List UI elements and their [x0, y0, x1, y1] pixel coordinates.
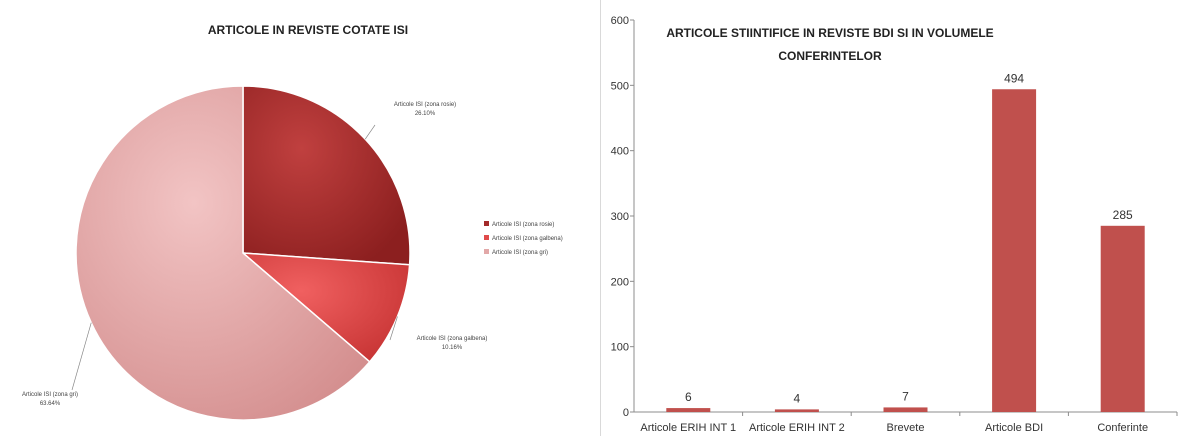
bar-2	[774, 409, 819, 412]
pie-chart: ARTICOLE IN REVISTE COTATE ISI Articole …	[22, 23, 563, 421]
y-tick-label-500: 500	[611, 80, 629, 92]
legend-swatch-1	[484, 221, 489, 226]
pie-data-value-2: 10.16%	[442, 345, 463, 351]
pie-chart-title: ARTICOLE IN REVISTE COTATE ISI	[208, 23, 408, 37]
pie-data-label-2: Articole ISI (zona galbena)	[417, 336, 488, 342]
bar-value-label-4: 494	[1004, 71, 1024, 85]
legend-label-2: Articole ISI (zona galbena)	[492, 236, 563, 242]
y-tick-label-600: 600	[611, 15, 629, 27]
bar-value-label-2: 4	[794, 391, 801, 405]
pie-data-value-1: 26.10%	[415, 111, 436, 117]
pie-slice-3	[75, 85, 371, 421]
y-tick-label-300: 300	[611, 211, 629, 223]
bar-5	[1100, 225, 1145, 412]
legend-label-3: Articole ISI (zona gri)	[492, 250, 548, 256]
legend-swatch-3	[484, 249, 489, 254]
bar-chart-title-line-2: CONFERINTELOR	[778, 49, 882, 63]
y-tick-label-400: 400	[611, 146, 629, 158]
legend-label-1: Articole ISI (zona rosie)	[492, 222, 554, 228]
pie-chart-panel: ARTICOLE IN REVISTE COTATE ISI Articole …	[21, 0, 601, 436]
x-tick-label-3: Brevete	[887, 422, 925, 434]
y-tick-label-100: 100	[611, 342, 629, 354]
pie-slice-1	[242, 85, 411, 266]
y-tick-label-200: 200	[611, 276, 629, 288]
pie-leader-line-2	[389, 316, 398, 341]
pie-leader-line-3	[71, 322, 92, 391]
pie-data-label-3: Articole ISI (zona gri)	[22, 392, 78, 398]
x-tick-label-1: Articole ERIH INT 1	[640, 422, 736, 434]
x-tick-label-5: Conferinte	[1097, 422, 1148, 434]
pie-data-label-1: Articole ISI (zona rosie)	[394, 102, 456, 108]
bar-chart: ARTICOLE STIINTIFICE IN REVISTE BDI SI I…	[611, 15, 1178, 434]
y-tick-label-0: 0	[623, 407, 629, 419]
x-tick-label-2: Articole ERIH INT 2	[749, 422, 845, 434]
bar-3	[883, 407, 928, 412]
bar-value-label-3: 7	[902, 389, 909, 403]
pie-slice-2	[240, 252, 411, 363]
pie-leader-line-1	[364, 124, 376, 140]
bar-1	[666, 408, 711, 412]
bar-4	[992, 89, 1037, 413]
bar-value-label-1: 6	[685, 390, 692, 404]
bar-chart-title-line-1: ARTICOLE STIINTIFICE IN REVISTE BDI SI I…	[666, 26, 993, 40]
pie-data-value-3: 63.64%	[40, 401, 61, 407]
legend-swatch-2	[484, 235, 489, 240]
bar-chart-panel: ARTICOLE STIINTIFICE IN REVISTE BDI SI I…	[602, 0, 1181, 436]
bar-value-label-5: 285	[1113, 208, 1133, 222]
x-tick-label-4: Articole BDI	[985, 422, 1043, 434]
